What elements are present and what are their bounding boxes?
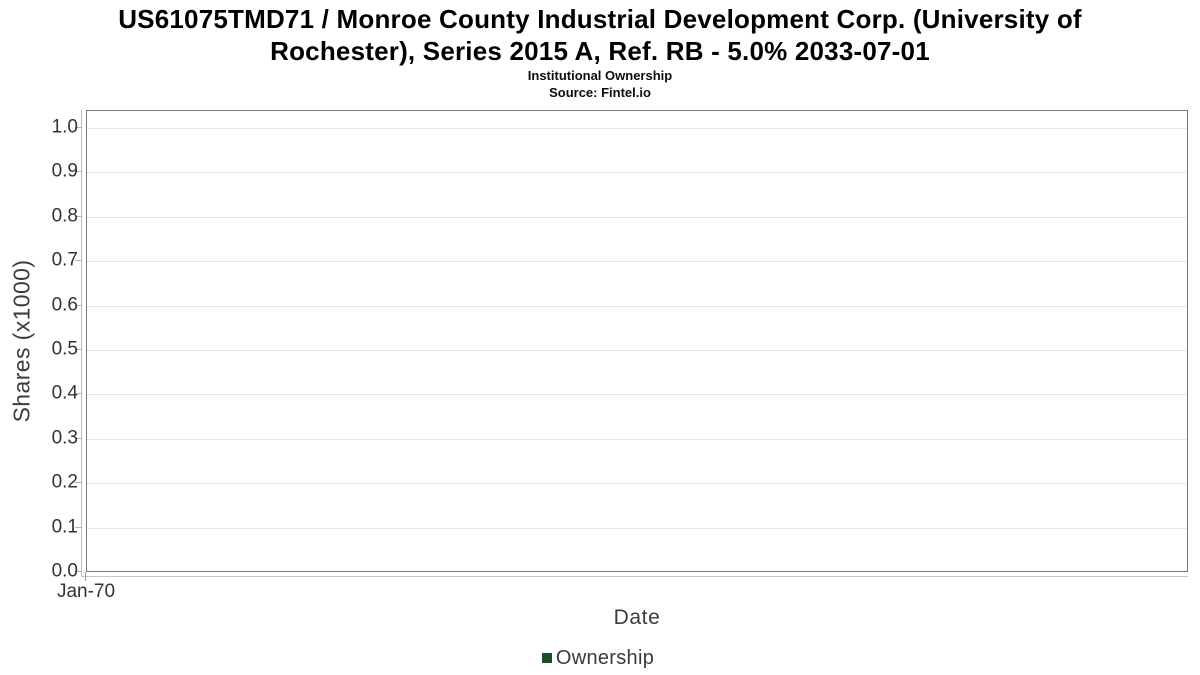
gridline [87,261,1187,263]
x-axis-title: Date [613,606,661,629]
y-tick-mark [75,526,82,528]
gridline [87,216,1187,218]
gridline [87,527,1187,529]
gridline [87,128,1187,129]
x-tick-mark [85,572,86,581]
y-tick-label: 0.6 [51,294,78,316]
y-tick-mark [75,260,82,262]
y-tick-label: 0.9 [51,160,78,182]
y-tick-mark [75,171,82,173]
y-tick-mark [75,482,82,484]
chart-source-label: Source: Fintel.io [549,85,651,100]
y-tick-label: 0.7 [51,249,78,271]
plot-area [86,110,1188,572]
x-axis-line [81,576,1188,577]
legend-swatch-ownership [541,653,552,663]
gridline [87,483,1187,485]
y-tick-mark [75,215,82,217]
x-tick-label: Jan-70 [56,581,116,602]
y-tick-label: 0.5 [51,338,78,360]
y-tick-label: 0.2 [51,471,78,493]
y-tick-mark [75,571,82,572]
gridline [87,172,1187,174]
gridline [87,394,1187,396]
y-tick-mark [75,304,82,306]
y-tick-label: 1.0 [51,116,78,138]
chart-subtitle: Institutional Ownership [527,68,673,83]
y-tick-mark [75,437,82,439]
y-tick-mark [75,127,82,128]
y-tick-mark [75,349,82,350]
legend: Ownership [0,646,1196,670]
gridline [87,438,1187,440]
y-tick-mark [75,393,82,395]
y-tick-label: 0.8 [51,205,78,227]
y-tick-label: 0.3 [51,427,78,449]
y-tick-label: 0.0 [51,560,78,582]
y-axis-line [81,110,82,577]
gridline [87,305,1187,307]
legend-label-ownership: Ownership [555,646,655,669]
gridline [87,350,1187,351]
y-tick-label: 0.4 [51,382,78,404]
chart-title: US61075TMD71 / Monroe County Industrial … [118,4,1082,66]
y-tick-label: 0.1 [51,516,78,538]
